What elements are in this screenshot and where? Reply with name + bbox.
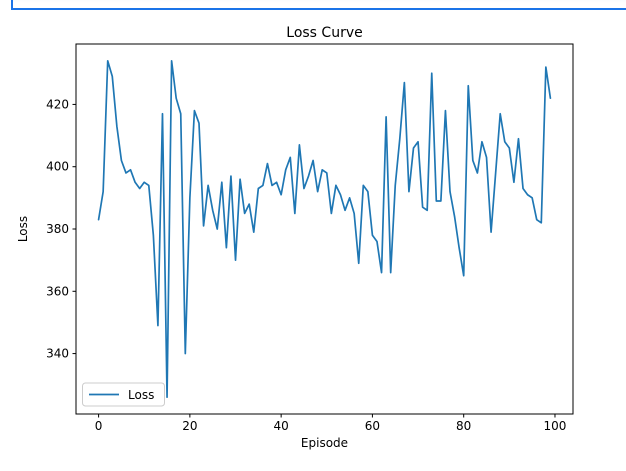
focused-input-fragment[interactable]: [11, 0, 626, 10]
legend: Loss: [82, 382, 165, 407]
x-tick-label: 60: [365, 419, 380, 433]
loss-line: [97, 59, 552, 399]
x-axis-ticks: 0 20 40 60 80 100: [95, 414, 567, 433]
x-tick-label: 20: [182, 419, 197, 433]
y-tick-label: 420: [46, 97, 69, 111]
y-tick-label: 380: [46, 222, 69, 236]
legend-box: [82, 382, 165, 407]
y-axis-label: Loss: [16, 216, 30, 242]
x-tick-label: 40: [274, 419, 289, 433]
y-axis-ticks: 340 360 380 400 420: [46, 97, 76, 361]
plot-area: [75, 43, 574, 415]
x-axis-label: Episode: [301, 436, 348, 450]
legend-label: Loss: [128, 388, 154, 402]
loss-line-series: [97, 59, 552, 399]
x-tick-label: 100: [544, 419, 567, 433]
x-tick-label: 0: [95, 419, 103, 433]
x-tick-label: 80: [456, 419, 471, 433]
y-tick-label: 340: [46, 347, 69, 361]
chart-title: Loss Curve: [286, 25, 362, 41]
y-tick-label: 400: [46, 160, 69, 174]
y-tick-label: 360: [46, 284, 69, 298]
